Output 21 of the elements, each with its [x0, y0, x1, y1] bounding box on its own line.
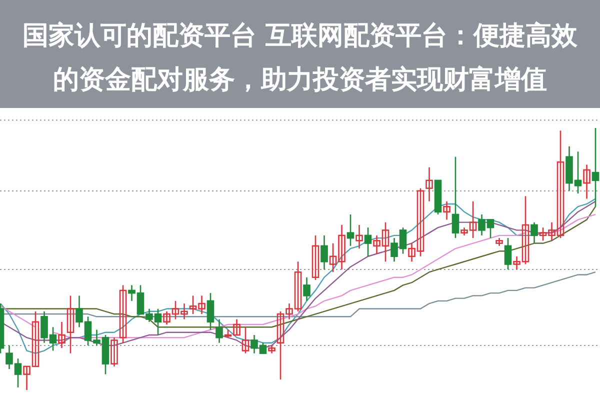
- candlestick: [530, 222, 538, 244]
- candlestick: [303, 276, 310, 302]
- candlestick: [58, 321, 66, 349]
- candlestick: [320, 234, 328, 270]
- candlestick: [119, 284, 127, 344]
- candlestick: [426, 166, 433, 202]
- chart-title: 国家认可的配资平台 互联网配资平台：便捷高效的资金配对服务，助力投资者实现财富增值: [22, 21, 579, 95]
- candlestick: [206, 292, 214, 330]
- candlestick: [504, 237, 512, 270]
- candlestick: [592, 127, 600, 208]
- candlestick: [242, 326, 250, 354]
- candlestick: [443, 200, 450, 220]
- candlestick: [364, 226, 372, 258]
- candlestick: [66, 295, 74, 354]
- candlestick: [110, 336, 118, 368]
- candlestick: [346, 214, 354, 247]
- candlestick: [312, 234, 320, 281]
- candlestick: [356, 224, 363, 250]
- candlestick: [216, 318, 223, 344]
- candlestick: [583, 164, 590, 200]
- candlestick: [452, 156, 460, 239]
